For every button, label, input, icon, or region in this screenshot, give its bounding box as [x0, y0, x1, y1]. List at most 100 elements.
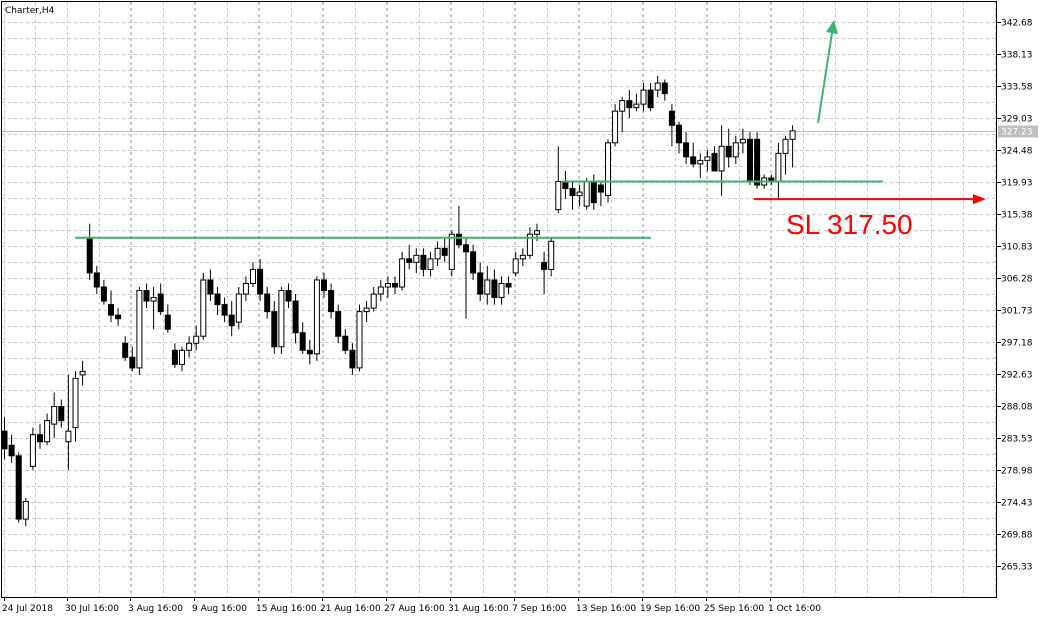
stop-loss-arrow-head [973, 194, 986, 205]
candle [519, 248, 526, 266]
stop-loss-label: SL 317.50 [786, 209, 913, 240]
candle-body-up [548, 240, 555, 270]
candle-body-down [342, 335, 349, 351]
y-tick-label: 283.53 [1001, 435, 1033, 445]
candle-body-up [370, 293, 377, 309]
candle-body-up [179, 349, 185, 365]
candle-body-down [683, 142, 690, 158]
y-tick-label: 329.03 [1001, 115, 1033, 125]
candle-body-down [292, 300, 299, 334]
candle-body-down [122, 342, 129, 358]
candle [541, 251, 548, 295]
candle [477, 262, 484, 302]
candle-body-up [384, 282, 391, 288]
candle-body-up [136, 290, 143, 369]
candle [207, 269, 214, 302]
x-tick-label: 1 Oct 16:00 [768, 604, 821, 614]
candle [58, 399, 65, 428]
y-tick-label: 274.43 [1001, 499, 1033, 509]
candle-body-up [605, 142, 611, 197]
candle-body-down [676, 124, 682, 144]
candle [491, 269, 498, 305]
candle-body-up [697, 159, 704, 165]
y-tick-label: 301.73 [1001, 307, 1033, 317]
candle-body-up [235, 293, 242, 323]
y-tick-label: 269.88 [1001, 531, 1033, 541]
candle-body-up [640, 89, 647, 105]
candle-body-down [541, 261, 548, 270]
candle-body-up [242, 282, 249, 295]
candle-body-down [349, 349, 356, 369]
candle-body-down [690, 156, 697, 165]
candle-body-down [100, 286, 107, 302]
candle-body-up [732, 142, 739, 158]
candle [370, 287, 377, 312]
candle [427, 251, 434, 277]
x-tick-label: 27 Aug 16:00 [384, 604, 445, 614]
candle [384, 276, 391, 298]
candle-body-down [505, 282, 512, 288]
candle-body-up [789, 130, 796, 140]
candle [51, 392, 58, 439]
candle [512, 251, 519, 277]
candle [313, 276, 320, 361]
candle [399, 251, 406, 291]
y-tick-label: 324.48 [1001, 147, 1033, 157]
y-tick-label: 265.33 [1001, 563, 1033, 573]
candle [739, 128, 746, 154]
candle [690, 142, 697, 168]
candle-body-down [15, 455, 22, 520]
candle-body-down [335, 311, 342, 337]
candle-body-up [434, 247, 441, 260]
candle-body-down [470, 251, 477, 274]
current-price-label: 327.23 [1001, 128, 1033, 138]
candle-body-up [193, 335, 200, 344]
candle [349, 343, 356, 375]
x-tick-label: 21 Aug 16:00 [320, 604, 381, 614]
candle-body-up [44, 420, 51, 443]
candle [484, 265, 491, 305]
candle [555, 146, 562, 214]
candle [285, 283, 292, 309]
x-tick-label: 25 Sep 16:00 [704, 604, 764, 614]
candle-body-down [626, 100, 633, 109]
candle-body-up [619, 100, 626, 112]
candle-body-down [108, 304, 114, 316]
candle [626, 90, 633, 119]
candle-body-down [590, 181, 597, 204]
candle [505, 276, 512, 295]
candle-body-down [441, 247, 448, 256]
axes: 342.68 338.13 333.58 329.03 324.48 319.93 315.… [2, 19, 1038, 614]
candle [250, 262, 256, 288]
candle [683, 132, 690, 164]
candle-body-up [250, 268, 256, 284]
candle-body-up [22, 501, 29, 520]
y-tick-label: 278.98 [1001, 467, 1033, 477]
candle [65, 374, 72, 470]
candle [200, 272, 207, 340]
candle-body-up [718, 145, 725, 172]
candle-body-up [555, 181, 562, 211]
candle [342, 329, 349, 354]
candle [278, 287, 285, 354]
candle [235, 287, 242, 330]
candle [470, 244, 477, 280]
chart-title: Charter,H4 [5, 6, 55, 16]
candle [171, 343, 178, 368]
candle [725, 128, 732, 168]
candle-body-up [498, 282, 505, 299]
candle-body-up [775, 152, 782, 183]
candle [654, 76, 661, 98]
candle-body-down [37, 434, 43, 443]
candle [377, 279, 384, 302]
candle [292, 294, 299, 344]
candle-body-down [463, 244, 469, 253]
candles [1, 76, 796, 527]
candle-body-down [221, 304, 228, 316]
candle-body-up [278, 290, 285, 348]
candle-body-up [377, 286, 384, 295]
candle-body-down [264, 293, 271, 313]
candle [732, 135, 739, 164]
